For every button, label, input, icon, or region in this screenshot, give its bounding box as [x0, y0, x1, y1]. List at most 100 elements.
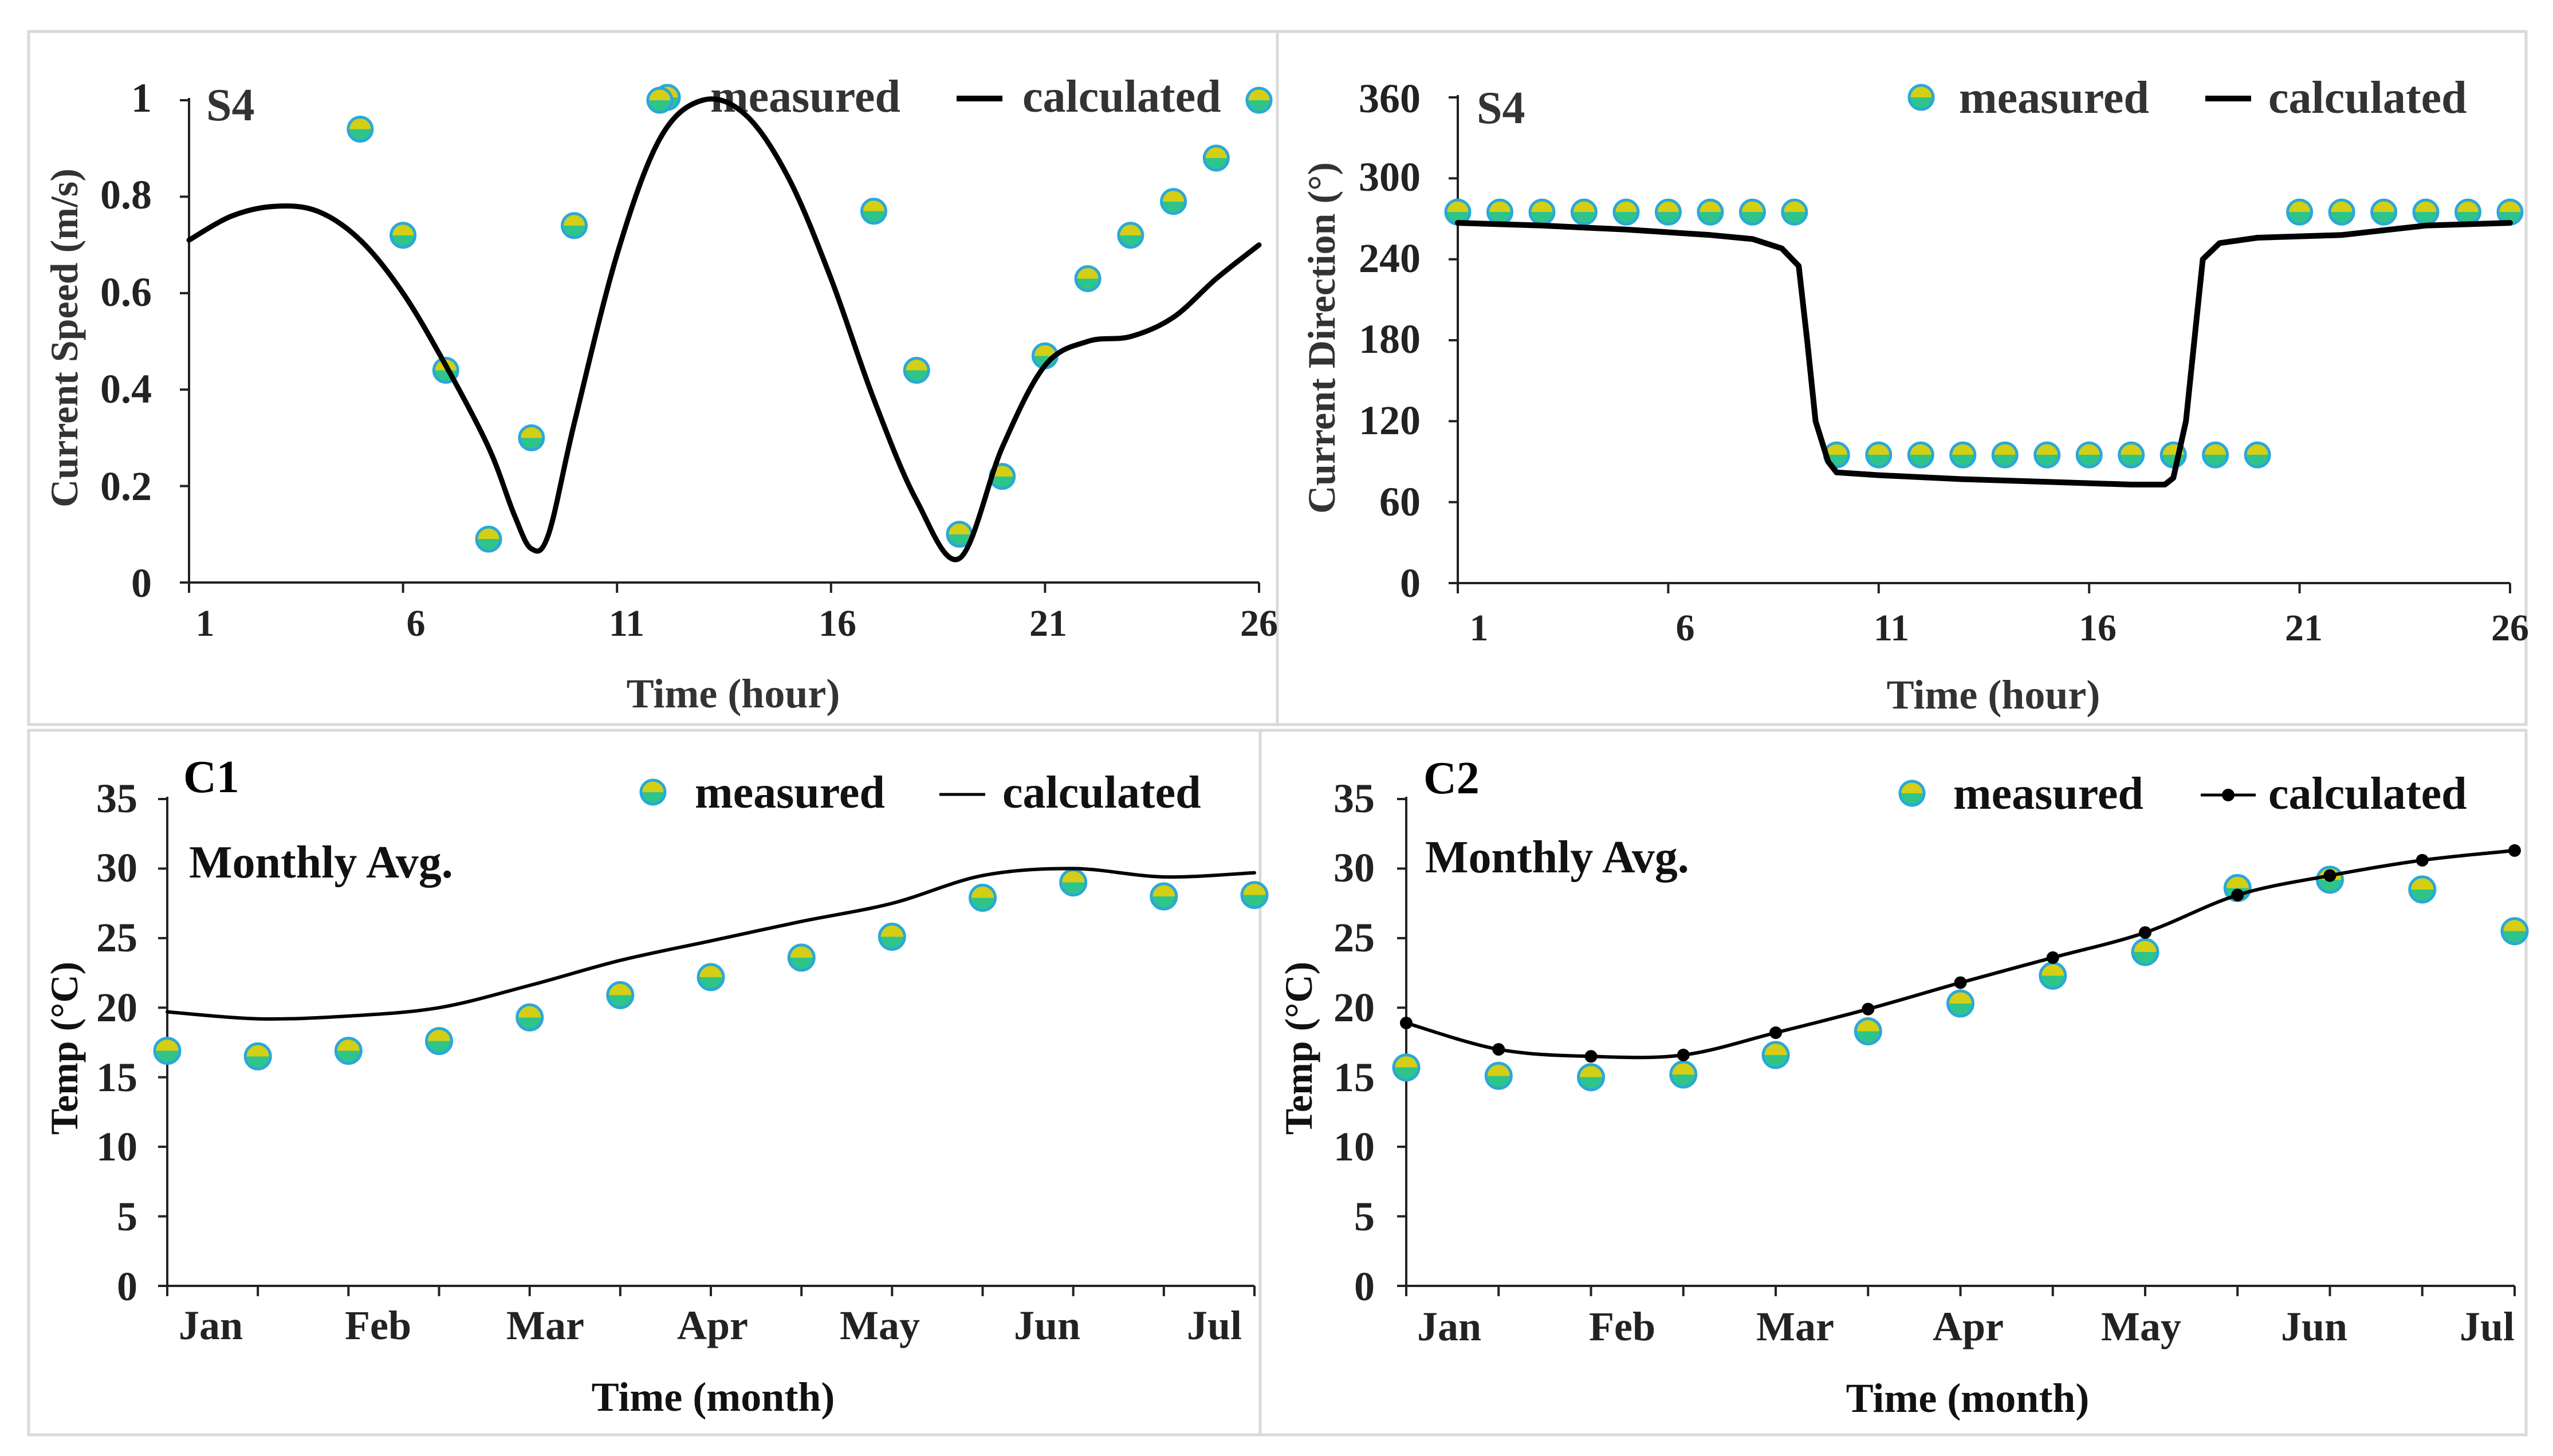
measured-point [903, 357, 930, 384]
c1-y-tick: 5 [117, 1194, 137, 1239]
speed-legend-calculated-label: calculated [1022, 72, 1221, 122]
measured-point [1484, 1061, 1513, 1090]
measured-point [1528, 198, 1556, 226]
c1-y-tick: 25 [96, 915, 137, 961]
c2-legend-measured-marker [1898, 780, 1926, 807]
measured-point [1612, 198, 1640, 226]
measured-point [1738, 198, 1766, 226]
measured-point [1761, 1041, 1790, 1069]
c1-x-tick: Jan [179, 1302, 243, 1348]
measured-point [2039, 961, 2067, 990]
measured-point [646, 86, 674, 114]
direction-legend-calculated-label: calculated [2268, 73, 2467, 123]
calculated-point [2323, 869, 2336, 882]
calculated-point [2231, 888, 2244, 902]
speed-y-tick: 0.8 [100, 172, 152, 218]
calculated-point [1677, 1048, 1690, 1061]
measured-point [1949, 441, 1977, 469]
speed-x-tick: 26 [1240, 603, 1278, 644]
measured-point [243, 1042, 272, 1071]
measured-point [1854, 1017, 1882, 1046]
measured-point [425, 1027, 453, 1056]
calculated-point [1862, 1002, 1875, 1016]
direction-x-tick: 16 [2079, 607, 2117, 649]
c2-series [1392, 844, 2529, 1092]
speed-panel-title: S4 [206, 80, 255, 131]
direction-x-tick: 1 [1470, 607, 1489, 649]
c2-y-ticks: 0 5 10 15 20 25 30 35 [1333, 776, 1375, 1309]
calculated-point [1769, 1026, 1782, 1039]
c1-series [153, 867, 1269, 1071]
c1-y-tick: 0 [117, 1264, 137, 1309]
speed-x-ticks: 1 6 11 16 21 26 [196, 603, 1279, 644]
direction-series [1444, 198, 2524, 487]
measured-point [1570, 198, 1598, 226]
direction-y-axis-label: Current Direction (°) [1300, 162, 1343, 514]
calculated-point [2139, 926, 2151, 939]
measured-point [153, 1037, 182, 1065]
direction-y-tick: 300 [1359, 154, 1421, 200]
c2-legend-calculated-marker [2222, 789, 2235, 801]
measured-point [878, 922, 906, 951]
c1-y-tick: 30 [96, 845, 137, 891]
c2-y-tick: 30 [1333, 845, 1375, 891]
c1-x-tick: Apr [677, 1302, 748, 1348]
calculated-point [1400, 1017, 1413, 1029]
calculated-point [1954, 976, 1967, 989]
direction-axes [1449, 95, 2511, 593]
calculated-point [1584, 1050, 1598, 1063]
speed-y-tick: 0 [131, 560, 152, 606]
c1-x-tick: Feb [345, 1302, 411, 1348]
measured-point [606, 981, 635, 1009]
speed-y-axis-label: Current Speed (m/s) [42, 168, 86, 507]
speed-x-tick: 1 [196, 603, 215, 644]
measured-point [347, 116, 374, 143]
measured-point [2454, 198, 2481, 226]
measured-point [1240, 881, 1269, 910]
c2-x-tick: May [2101, 1304, 2181, 1349]
panel-frame-direction [1276, 30, 2528, 726]
c1-y-tick: 15 [96, 1054, 137, 1100]
speed-legend-measured-label: measured [710, 72, 900, 122]
measured-point [860, 198, 887, 225]
c2-y-tick: 15 [1333, 1054, 1375, 1100]
measured-point [2370, 198, 2398, 226]
measured-point [2286, 198, 2314, 226]
measured-point [1669, 1060, 1698, 1089]
c1-y-tick: 20 [96, 985, 137, 1030]
c1-legend: measured calculated [639, 768, 1201, 818]
c2-x-tick: Feb [1589, 1304, 1655, 1349]
c2-y-axis-label: Temp (°C) [1277, 962, 1320, 1135]
c1-x-tick: Jul [1187, 1302, 1242, 1348]
measured-point [1697, 198, 1724, 226]
calculated-point [2508, 844, 2521, 857]
direction-y-ticks: 0 60 120 180 240 300 360 [1359, 76, 1421, 606]
direction-legend: measured calculated [1907, 73, 2467, 123]
c2-legend: measured calculated [1898, 769, 2467, 819]
c2-axes [1397, 797, 2516, 1296]
c2-y-tick: 35 [1333, 776, 1375, 821]
c2-x-tick: Jan [1417, 1304, 1481, 1349]
measured-point [1059, 868, 1088, 897]
measured-point [2202, 441, 2229, 469]
speed-y-tick: 0.2 [100, 463, 152, 509]
measured-point [1117, 222, 1144, 249]
speed-series [186, 86, 1273, 562]
c1-x-tick: Mar [506, 1302, 584, 1348]
measured-point [2328, 198, 2355, 226]
c2-x-axis-label: Time (month) [1846, 1375, 2090, 1421]
direction-x-ticks: 1 6 11 16 21 26 [1470, 607, 2530, 649]
c2-panel-title: C2 [1423, 753, 1480, 804]
c2-annotation: Monthly Avg. [1425, 832, 1689, 883]
c2-x-tick: Apr [1933, 1304, 2004, 1349]
c2-y-tick: 10 [1333, 1124, 1375, 1170]
c1-x-tick: May [840, 1302, 920, 1348]
measured-point [2412, 198, 2440, 226]
c1-x-ticks: Jan Feb Mar Apr May Jun Jul [179, 1302, 1242, 1348]
speed-x-tick: 16 [819, 603, 856, 644]
direction-y-tick: 0 [1400, 560, 1421, 606]
direction-x-tick: 11 [1874, 607, 1909, 649]
measured-point [1486, 198, 1513, 226]
calculated-line [186, 96, 1262, 562]
calculated-point [2046, 951, 2059, 964]
